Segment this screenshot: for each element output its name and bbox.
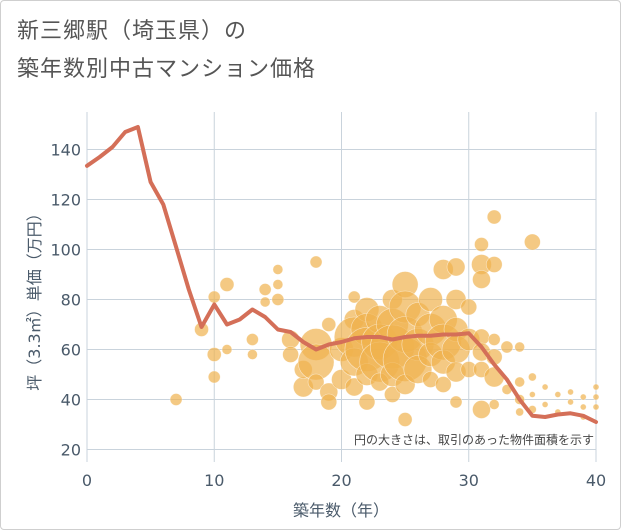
bubble: [384, 386, 401, 403]
y-axis-label: 坪（3.3㎡）単価（万円）: [25, 205, 44, 390]
bubble: [554, 391, 562, 398]
bubble: [272, 279, 284, 290]
bubble: [541, 383, 549, 391]
bubble-series: [169, 209, 600, 427]
bubble: [259, 296, 271, 308]
bubble: [541, 401, 549, 408]
bubble: [592, 393, 600, 401]
bubble: [592, 403, 600, 411]
bubble: [258, 283, 272, 296]
bubble: [460, 298, 478, 316]
bubble: [247, 349, 258, 360]
y-tick-label: 40: [61, 391, 81, 410]
bubble: [500, 340, 514, 354]
bubble: [515, 407, 524, 417]
y-tick-label: 100: [50, 241, 81, 260]
bubble: [344, 377, 364, 397]
bubble: [358, 393, 376, 411]
bubble: [206, 347, 222, 362]
x-axis-label: 築年数（年）: [293, 501, 389, 520]
chart-title-line1: 新三郷駅（埼玉県）の: [17, 19, 248, 44]
x-tick-label: 10: [204, 471, 224, 490]
trend-line-path: [85, 125, 598, 424]
bubble: [592, 383, 600, 391]
bubble: [529, 391, 536, 398]
x-tick-label: 40: [586, 471, 606, 490]
x-tick-label: 0: [82, 471, 92, 490]
bubble: [207, 370, 221, 384]
x-tick-label: 30: [459, 471, 479, 490]
bubble: [528, 372, 537, 382]
bubble: [219, 277, 235, 292]
bubble: [272, 264, 284, 275]
bubble: [169, 393, 183, 406]
bubble: [567, 388, 574, 396]
bubble: [246, 333, 259, 346]
y-axis-ticks: 20 40 60 80 100 120 140: [50, 141, 81, 460]
bubble: [472, 400, 491, 419]
bubble: [485, 256, 503, 273]
bubble: [472, 270, 491, 289]
bubble: [207, 290, 221, 304]
x-axis-ticks: 0 10 20 30 40: [82, 471, 606, 490]
chart-title: 新三郷駅（埼玉県）の 築年数別中古マンション価格: [17, 13, 316, 89]
x-tick-label: 20: [331, 471, 351, 490]
bubble: [282, 346, 299, 363]
bubble: [486, 209, 502, 225]
chart-title-line2: 築年数別中古マンション価格: [17, 57, 317, 82]
bubble: [347, 290, 361, 304]
bubble: [487, 333, 501, 346]
bubble: [449, 395, 463, 409]
bubble: [221, 344, 233, 355]
bubble: [418, 287, 443, 312]
y-tick-label: 140: [50, 141, 81, 160]
bubble: [271, 293, 285, 306]
bubble: [434, 376, 452, 393]
y-tick-label: 80: [61, 291, 81, 310]
bubble: [514, 376, 525, 388]
bubble: [309, 255, 323, 269]
bubble: [579, 403, 587, 411]
bubble: [524, 233, 541, 251]
bubble: [474, 237, 489, 252]
bubble: [397, 412, 413, 427]
bubble: [488, 399, 500, 410]
bubble: [514, 341, 525, 353]
price-trend-line: [85, 125, 598, 424]
y-tick-label: 60: [61, 341, 81, 360]
bubble: [446, 257, 466, 277]
bubble: [307, 373, 325, 391]
y-tick-label: 120: [50, 191, 81, 210]
bubble: [321, 317, 337, 332]
y-tick-label: 20: [61, 441, 81, 460]
annotation: 円の大きさは、取引のあった物件面積を示す: [354, 432, 594, 447]
bubble: [579, 393, 587, 401]
bubble: [567, 398, 574, 406]
bubble: [320, 393, 338, 411]
